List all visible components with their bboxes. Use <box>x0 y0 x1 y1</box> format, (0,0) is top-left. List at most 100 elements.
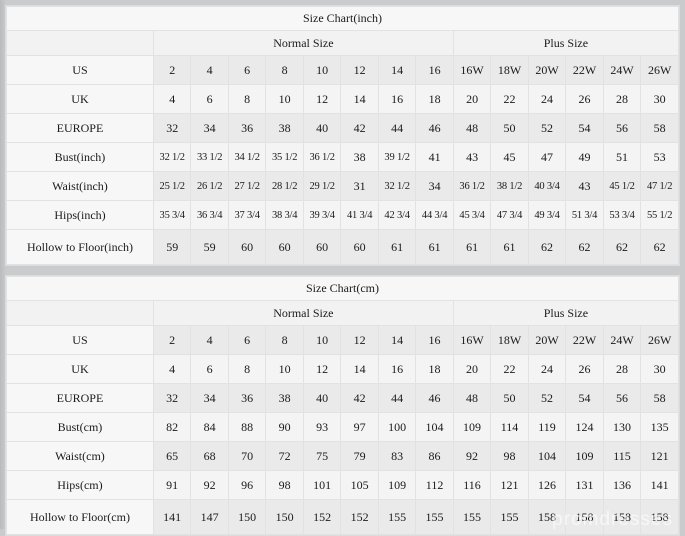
cell-cm-5-7: 112 <box>415 470 454 500</box>
cell-cm-5-9: 121 <box>490 470 529 500</box>
cell-cm-6-11: 158 <box>565 499 604 535</box>
cell-cm-0-13: 26W <box>640 325 679 355</box>
cell-cm-3-1: 84 <box>190 412 229 442</box>
cell-cm-4-1: 68 <box>190 441 229 471</box>
cell-cm-2-9: 50 <box>490 383 529 413</box>
cell-cm-2-0: 32 <box>152 383 192 413</box>
cell-cm-2-6: 44 <box>377 383 417 413</box>
cell-inch-6-12: 62 <box>602 229 642 265</box>
cell-cm-3-8: 109 <box>452 412 492 442</box>
cell-cm-5-11: 131 <box>565 470 604 500</box>
cell-inch-3-3: 35 1/2 <box>265 142 304 172</box>
cell-cm-6-6: 155 <box>377 499 417 535</box>
table-row: EUROPE 32 34 36 38 40 42 44 46 48 50 52 54 56 58 <box>6 383 679 413</box>
cell-inch-4-3: 28 1/2 <box>265 171 304 201</box>
cell-inch-0-13: 26W <box>640 55 679 85</box>
cell-inch-0-1: 4 <box>190 55 229 85</box>
cell-cm-2-2: 36 <box>227 383 267 413</box>
cell-inch-1-3: 10 <box>265 84 304 114</box>
cell-inch-5-5: 41 3/4 <box>340 200 379 230</box>
cell-cm-2-7: 46 <box>415 383 454 413</box>
cell-cm-6-2: 150 <box>227 499 267 535</box>
title-row-cm: Size Chart(cm) <box>6 276 679 301</box>
cell-inch-6-2: 60 <box>227 229 267 265</box>
cell-cm-6-9: 155 <box>490 499 529 535</box>
cell-inch-5-8: 45 3/4 <box>452 200 492 230</box>
cell-inch-2-1: 34 <box>190 113 229 143</box>
table-row: Bust(cm) 82 84 88 90 93 97 100 104 109 114 119 124 13… <box>6 412 679 442</box>
cell-inch-2-13: 58 <box>640 113 679 143</box>
cell-cm-4-10: 104 <box>527 441 567 471</box>
cell-inch-2-11: 54 <box>565 113 604 143</box>
cell-inch-5-2: 37 3/4 <box>227 200 267 230</box>
table-row: UK 4 6 8 10 12 14 16 18 20 22 24 26 28 30 <box>6 84 679 114</box>
cell-inch-4-9: 38 1/2 <box>490 171 529 201</box>
cell-cm-4-4: 75 <box>302 441 342 471</box>
row-label-cm-1: UK <box>6 354 154 384</box>
cell-inch-2-10: 52 <box>527 113 567 143</box>
cell-cm-5-0: 91 <box>152 470 192 500</box>
cell-cm-2-11: 54 <box>565 383 604 413</box>
cell-cm-0-8: 16W <box>452 325 492 355</box>
cell-inch-6-3: 60 <box>265 229 304 265</box>
group-header-row-cm: Normal Size Plus Size <box>6 300 680 326</box>
row-label-cm-6: Hollow to Floor(cm) <box>6 499 154 535</box>
cell-cm-0-2: 6 <box>227 325 267 355</box>
cell-cm-1-8: 20 <box>452 354 492 384</box>
cell-inch-6-9: 61 <box>490 229 529 265</box>
table-row: Hips(cm) 91 92 96 98 101 105 109 112 116 121 126 131… <box>6 470 679 500</box>
cell-cm-2-3: 38 <box>265 383 304 413</box>
cell-cm-3-12: 130 <box>602 412 642 442</box>
cell-cm-1-6: 16 <box>377 354 417 384</box>
cell-cm-0-0: 2 <box>152 325 192 355</box>
cell-inch-2-6: 44 <box>377 113 417 143</box>
cell-inch-2-2: 36 <box>227 113 267 143</box>
table-row: Hollow to Floor(inch) 59 59 60 60 60 60 61 61 61 6… <box>6 229 679 265</box>
cell-cm-3-0: 82 <box>152 412 192 442</box>
cell-cm-5-8: 116 <box>452 470 492 500</box>
cell-cm-4-11: 109 <box>565 441 604 471</box>
cell-inch-1-10: 24 <box>527 84 567 114</box>
cell-inch-4-13: 47 1/2 <box>640 171 679 201</box>
cell-cm-5-12: 136 <box>602 470 642 500</box>
cell-cm-5-1: 92 <box>190 470 229 500</box>
row-label-cm-2: EUROPE <box>6 383 154 413</box>
row-label-inch-3: Bust(inch) <box>6 142 154 172</box>
cell-cm-3-11: 124 <box>565 412 604 442</box>
row-label-inch-6: Hollow to Floor(inch) <box>6 229 154 265</box>
cell-inch-0-10: 20W <box>527 55 567 85</box>
group-header-inch-1: Plus Size <box>452 30 680 56</box>
cell-cm-1-2: 8 <box>227 354 267 384</box>
cell-inch-5-11: 51 3/4 <box>565 200 604 230</box>
cell-cm-3-10: 119 <box>527 412 567 442</box>
cell-cm-6-13: 158 <box>640 499 679 535</box>
size-chart-card-cm: Size Chart(cm) Normal Size Plus Size US 2 4 6… <box>5 275 680 536</box>
cell-cm-0-3: 8 <box>265 325 304 355</box>
cell-cm-4-6: 83 <box>377 441 417 471</box>
cell-cm-1-9: 22 <box>490 354 529 384</box>
cell-inch-4-11: 43 <box>565 171 604 201</box>
cell-cm-0-6: 14 <box>377 325 417 355</box>
cell-inch-3-1: 33 1/2 <box>190 142 229 172</box>
group-header-row-inch: Normal Size Plus Size <box>6 30 680 56</box>
cell-inch-4-5: 31 <box>340 171 379 201</box>
cell-inch-4-6: 32 1/2 <box>377 171 417 201</box>
cell-cm-0-1: 4 <box>190 325 229 355</box>
cell-cm-4-0: 65 <box>152 441 192 471</box>
size-chart-table-inch: Size Chart(inch) Normal Size Plus Size US 2… <box>6 6 680 265</box>
cell-cm-0-12: 24W <box>602 325 642 355</box>
cell-inch-3-12: 51 <box>602 142 642 172</box>
cell-inch-4-10: 40 3/4 <box>527 171 567 201</box>
cell-cm-2-8: 48 <box>452 383 492 413</box>
cell-inch-2-5: 42 <box>340 113 379 143</box>
cell-cm-4-13: 121 <box>640 441 679 471</box>
cell-inch-2-3: 38 <box>265 113 304 143</box>
cell-inch-6-8: 61 <box>452 229 492 265</box>
cell-inch-0-0: 2 <box>152 55 192 85</box>
cell-cm-1-4: 12 <box>302 354 342 384</box>
cell-inch-4-1: 26 1/2 <box>190 171 229 201</box>
row-label-inch-1: UK <box>6 84 154 114</box>
cell-inch-5-12: 53 3/4 <box>602 200 642 230</box>
group-header-cm-1: Plus Size <box>452 300 680 326</box>
